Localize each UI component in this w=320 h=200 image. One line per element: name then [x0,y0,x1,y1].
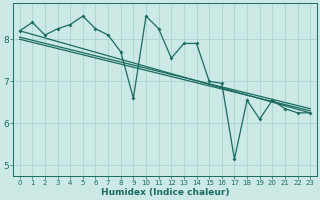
X-axis label: Humidex (Indice chaleur): Humidex (Indice chaleur) [101,188,229,197]
